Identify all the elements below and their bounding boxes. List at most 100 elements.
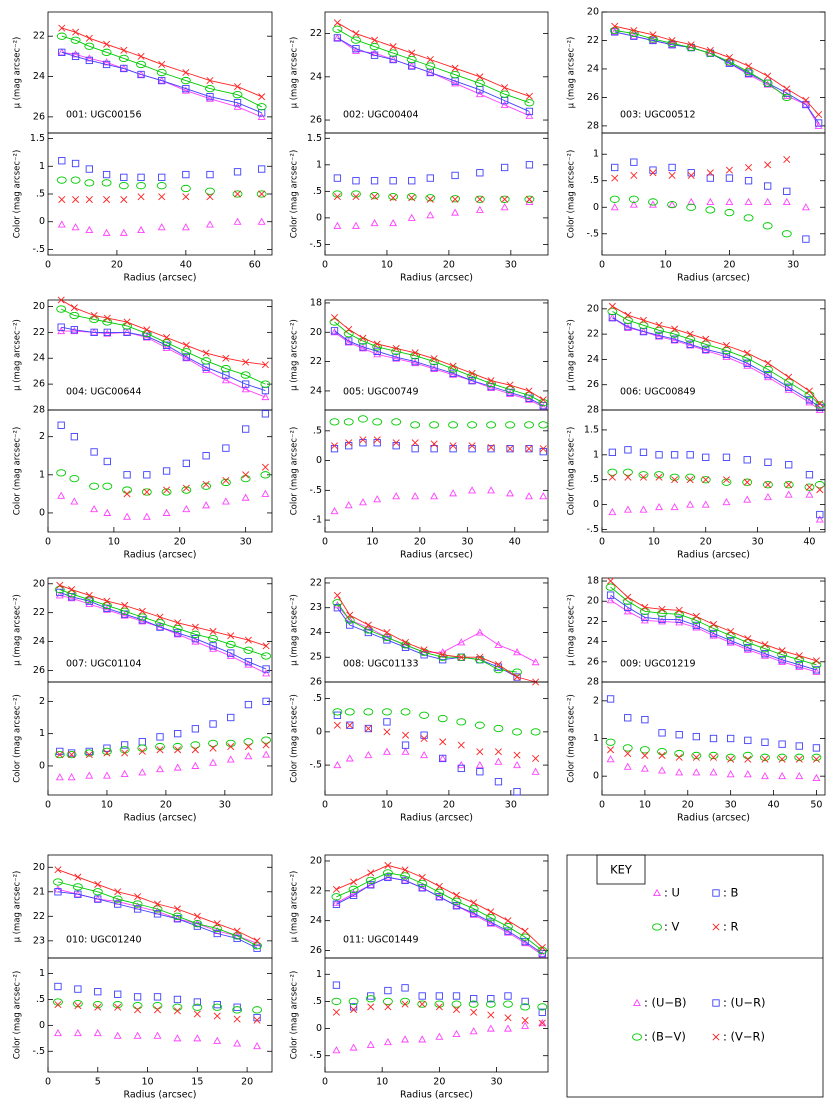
y-tick-label: 1 bbox=[39, 728, 45, 739]
marker-x bbox=[607, 577, 615, 585]
marker-square bbox=[706, 174, 714, 182]
marker-square bbox=[401, 876, 409, 885]
y-axis-label: Color (mag arcsec⁻²) bbox=[13, 427, 23, 516]
marker-triangle bbox=[763, 493, 772, 501]
marker-square bbox=[449, 445, 457, 453]
marker-x bbox=[727, 627, 735, 636]
plot-frame bbox=[324, 681, 549, 796]
marker-triangle bbox=[814, 121, 823, 129]
marker-triangle bbox=[206, 94, 214, 102]
marker-x bbox=[538, 944, 546, 952]
marker-circle bbox=[56, 32, 67, 40]
marker-x bbox=[709, 753, 718, 761]
marker-triangle bbox=[206, 220, 214, 228]
marker-triangle bbox=[53, 1029, 62, 1037]
marker-triangle bbox=[420, 750, 429, 759]
marker-circle bbox=[674, 749, 685, 758]
marker-circle bbox=[742, 638, 753, 647]
y-tick-label: 1.5 bbox=[307, 133, 322, 144]
marker-triangle bbox=[815, 515, 824, 523]
marker-square bbox=[70, 433, 79, 441]
marker-triangle bbox=[494, 640, 503, 648]
marker-x bbox=[506, 445, 514, 453]
marker-triangle bbox=[468, 486, 477, 494]
marker-circle bbox=[369, 42, 380, 51]
x-tick-label: 30 bbox=[219, 800, 231, 811]
marker-triangle bbox=[709, 768, 718, 776]
y-tick-label: 24 bbox=[33, 353, 45, 364]
marker-square bbox=[722, 453, 731, 461]
marker-circle bbox=[721, 346, 732, 355]
marker-triangle bbox=[500, 100, 509, 108]
marker-triangle bbox=[102, 58, 111, 66]
marker-triangle bbox=[457, 638, 466, 646]
marker-triangle bbox=[370, 219, 379, 227]
marker-circle bbox=[381, 708, 392, 716]
marker-x bbox=[120, 46, 128, 54]
marker-triangle bbox=[722, 497, 731, 506]
marker-circle bbox=[252, 942, 263, 950]
marker-square bbox=[611, 28, 619, 36]
marker-square bbox=[658, 729, 666, 737]
marker-x bbox=[692, 612, 700, 620]
marker-x bbox=[783, 156, 791, 164]
marker-square bbox=[241, 380, 250, 388]
x-tick-label: 20 bbox=[700, 537, 712, 548]
marker-triangle bbox=[623, 607, 632, 615]
marker-x bbox=[538, 1019, 546, 1027]
marker-x bbox=[630, 26, 638, 35]
marker-circle bbox=[691, 616, 702, 625]
marker-circle bbox=[161, 339, 172, 347]
profile-line bbox=[612, 311, 821, 406]
marker-square bbox=[333, 711, 342, 719]
marker-triangle bbox=[389, 219, 398, 227]
marker-circle bbox=[261, 736, 272, 744]
marker-square bbox=[261, 386, 270, 395]
marker-circle bbox=[351, 36, 361, 44]
marker-triangle bbox=[57, 491, 66, 499]
y-tick-label: 26 bbox=[310, 945, 322, 956]
marker-x bbox=[54, 866, 62, 874]
marker-circle bbox=[524, 391, 534, 399]
marker-square bbox=[606, 591, 615, 599]
marker-circle bbox=[152, 1002, 163, 1010]
marker-circle bbox=[524, 421, 534, 429]
marker-x bbox=[764, 72, 772, 80]
x-tick-label: 10 bbox=[639, 800, 651, 811]
marker-circle bbox=[486, 421, 497, 429]
marker-square bbox=[795, 742, 803, 750]
galaxy-label: 008: UGC01133 bbox=[343, 659, 419, 670]
marker-triangle bbox=[103, 329, 112, 337]
marker-square bbox=[58, 157, 66, 165]
marker-circle bbox=[685, 335, 696, 343]
profile-line bbox=[337, 22, 530, 97]
marker-circle bbox=[72, 999, 83, 1008]
x-tick-label: 0 bbox=[599, 537, 605, 548]
marker-x bbox=[134, 1006, 142, 1014]
y-axis-label: μ (mag arcsec⁻²) bbox=[567, 37, 577, 109]
marker-triangle bbox=[538, 950, 547, 959]
marker-triangle bbox=[221, 497, 230, 505]
marker-square bbox=[153, 993, 162, 1001]
x-axis-label: Radius (arcsec) bbox=[400, 273, 473, 284]
marker-square bbox=[470, 995, 478, 1003]
marker-x bbox=[816, 486, 824, 494]
marker-square bbox=[173, 995, 182, 1004]
marker-circle bbox=[762, 79, 773, 87]
marker-x bbox=[658, 751, 666, 759]
marker-square bbox=[174, 730, 182, 738]
marker-square bbox=[71, 159, 80, 168]
y-tick-label: 0 bbox=[316, 726, 322, 737]
marker-triangle bbox=[610, 27, 619, 35]
y-axis-label: μ (mag arcsec⁻²) bbox=[567, 594, 577, 666]
marker-x bbox=[671, 325, 679, 333]
marker-triangle bbox=[539, 492, 548, 500]
marker-square bbox=[359, 439, 367, 447]
marker-square bbox=[345, 442, 353, 450]
marker-circle bbox=[220, 364, 231, 373]
y-tick-label: 26 bbox=[587, 656, 599, 667]
marker-triangle bbox=[85, 599, 94, 608]
marker-square bbox=[392, 353, 400, 361]
marker-circle bbox=[72, 883, 83, 891]
marker-square bbox=[686, 451, 694, 459]
